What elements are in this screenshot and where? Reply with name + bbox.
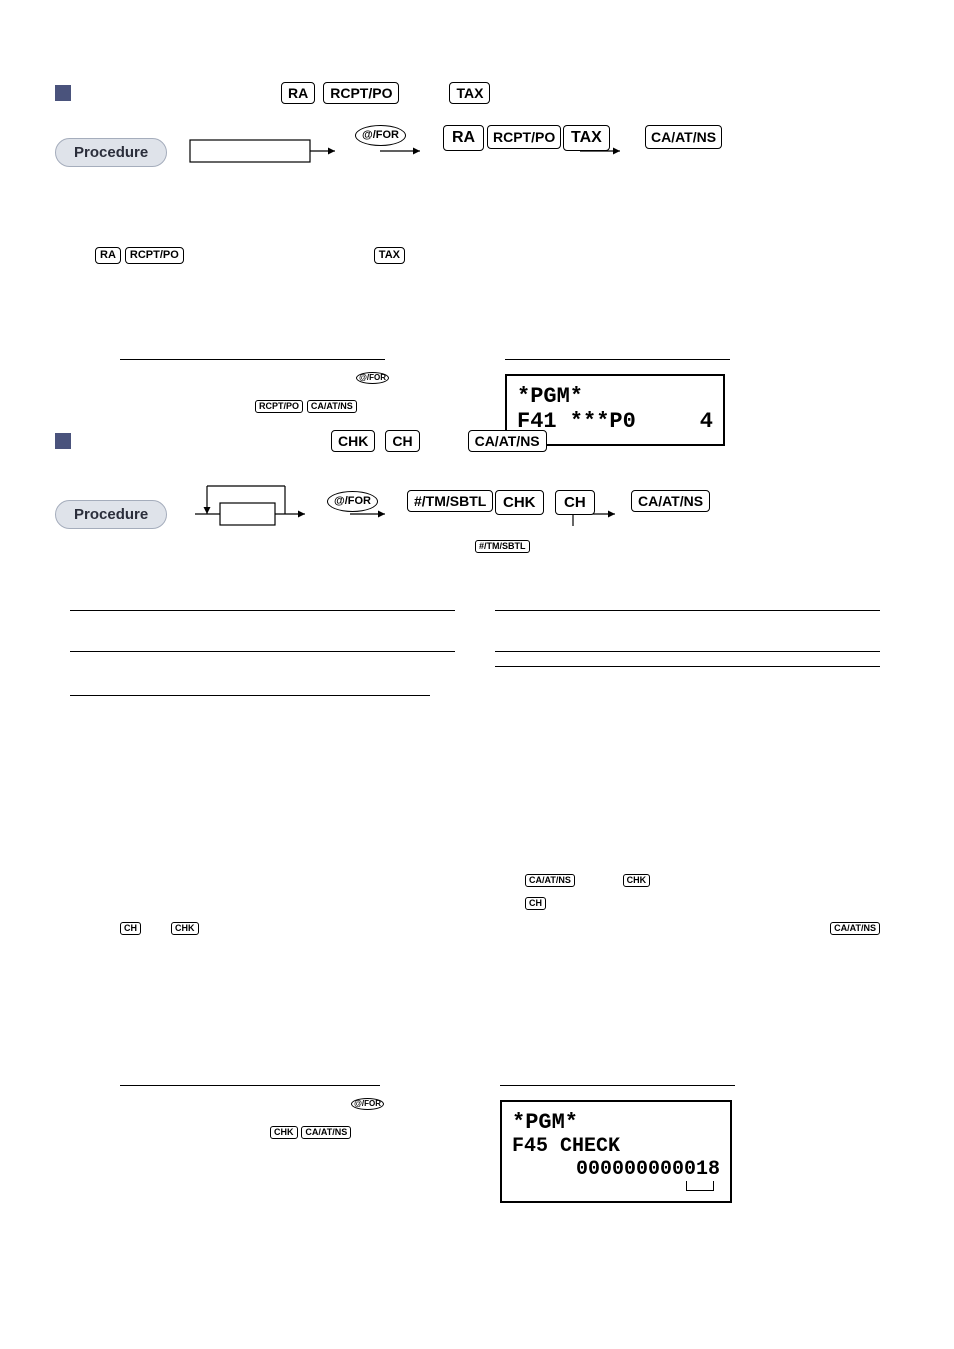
blank-lines-block (70, 600, 880, 706)
key-caatns-2: CA/AT/NS (468, 430, 547, 452)
key-caatns-inline2: CA/AT/NS (830, 922, 880, 935)
procedure-badge: Procedure (55, 138, 167, 167)
key-caatns-inline: CA/AT/NS (525, 874, 575, 887)
example-1-keys: @/FOR RCPT/PO CA/AT/NS (55, 359, 385, 413)
key-chk-2: CHK (331, 430, 375, 452)
key-for-tiny: @/FOR (356, 372, 389, 384)
key-rcptpo-small: RCPT/PO (125, 247, 184, 264)
key-ch-inline2: CH (120, 922, 141, 935)
example-2-block: @/FOR CHK CA/AT/NS *PGM* F45 CHECK 00000… (120, 1085, 735, 1203)
key-chk-inline: CHK (623, 874, 651, 887)
key-tmsbtl-tiny: #/TM/SBTL (475, 540, 530, 553)
key-chk-inline2: CHK (171, 922, 199, 935)
inline-keys-row-2: CH CHK CA/AT/NS (120, 922, 880, 935)
receipt-2: *PGM* F45 CHECK 000000000018 (500, 1085, 735, 1203)
key-rcptpo-flow: RCPT/PO (487, 125, 561, 149)
key-ra-small: RA (95, 247, 121, 264)
key-ra-flow: RA (443, 125, 484, 151)
key-for-oval-2: @/FOR (327, 491, 378, 512)
key-ch-2: CH (385, 430, 419, 452)
section-2: CHK CH CA/AT/NS Procedure (55, 430, 765, 554)
key-for-tiny-2: @/FOR (351, 1098, 384, 1110)
document-page: RA RCPT/PO TAX Procedure @/FOR (0, 0, 954, 1349)
key-tmsbtl-flow: #/TM/SBTL (407, 490, 493, 512)
key-caatns-tiny: CA/AT/NS (307, 400, 357, 413)
section-marker-icon-2 (55, 433, 71, 449)
key-ch-inline: CH (525, 897, 546, 910)
section-1: RA RCPT/PO TAX Procedure @/FOR (55, 82, 745, 446)
receipt-2-line3: 000000000018 (512, 1158, 720, 1181)
procedure-badge-2: Procedure (55, 500, 167, 529)
key-rcptpo-tiny: RCPT/PO (255, 400, 303, 413)
example-2-keys: @/FOR CHK CA/AT/NS (120, 1085, 380, 1139)
key-caatns-flow-2: CA/AT/NS (631, 490, 710, 512)
key-rcptpo: RCPT/PO (323, 82, 399, 104)
receipt-1-line1: *PGM* (517, 384, 713, 409)
key-for-oval: @/FOR (355, 125, 406, 146)
key-ra: RA (281, 82, 315, 104)
inline-keys-row: CA/AT/NS CHK CH (525, 870, 650, 910)
receipt-2-line2: F45 CHECK (512, 1135, 720, 1158)
key-caatns-tiny-2: CA/AT/NS (301, 1126, 351, 1139)
key-chk-flow: CHK (495, 490, 544, 515)
key-tax: TAX (449, 82, 490, 104)
key-tax-small: TAX (374, 247, 405, 264)
key-caatns-flow: CA/AT/NS (645, 125, 722, 149)
receipt-2-line1: *PGM* (512, 1110, 720, 1135)
key-chk-tiny: CHK (270, 1126, 298, 1139)
key-ch-flow: CH (555, 490, 595, 515)
section-marker-icon (55, 85, 71, 101)
key-tax-flow: TAX (563, 125, 610, 151)
